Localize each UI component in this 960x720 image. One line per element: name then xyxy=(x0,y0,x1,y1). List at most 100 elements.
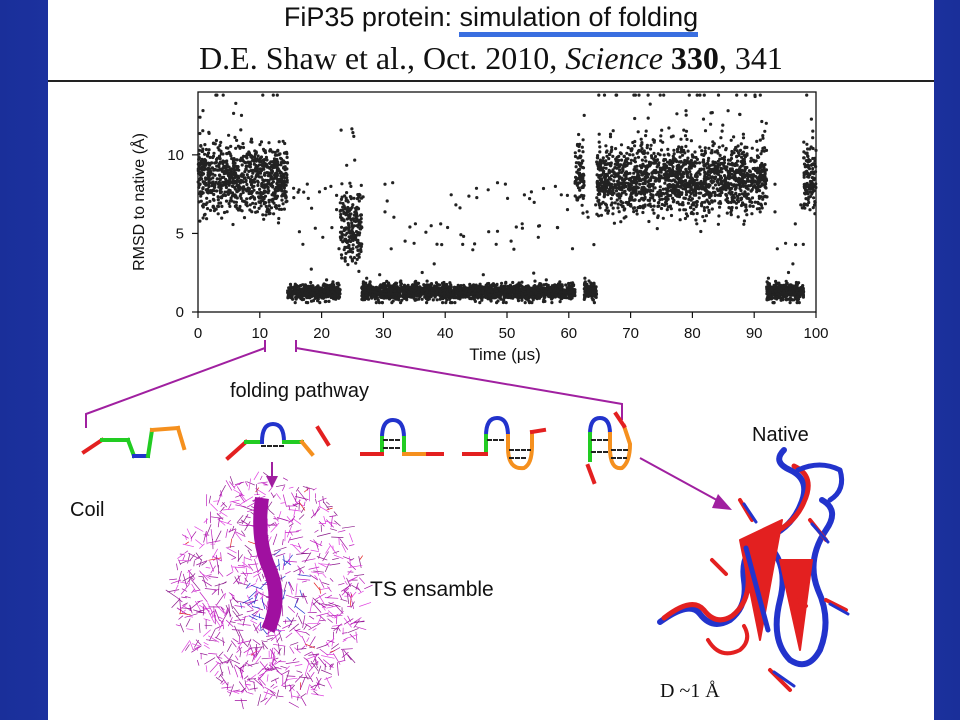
data-point xyxy=(256,180,260,184)
data-point xyxy=(609,197,613,201)
data-point xyxy=(307,295,311,300)
data-point xyxy=(291,297,295,301)
data-point xyxy=(263,178,268,182)
data-point xyxy=(349,184,353,188)
data-point xyxy=(281,192,285,196)
data-point xyxy=(393,289,397,293)
data-point xyxy=(577,176,581,180)
data-point xyxy=(262,158,266,162)
citation: D.E. Shaw et al., Oct. 2010, Science 330… xyxy=(48,40,934,77)
data-point xyxy=(488,293,492,297)
data-point xyxy=(225,151,229,156)
data-point xyxy=(577,161,581,165)
data-point xyxy=(218,157,222,161)
data-point xyxy=(226,192,230,196)
data-point xyxy=(617,154,621,158)
data-point xyxy=(737,153,741,157)
data-point xyxy=(252,205,257,209)
data-point xyxy=(568,294,572,298)
data-point xyxy=(197,185,201,189)
data-point xyxy=(741,136,746,140)
data-point xyxy=(250,210,254,214)
data-point xyxy=(270,177,274,181)
data-point xyxy=(262,202,266,206)
data-point xyxy=(244,167,248,171)
data-point xyxy=(220,216,224,220)
data-point xyxy=(251,180,255,184)
data-point xyxy=(343,228,347,232)
data-point xyxy=(560,294,564,298)
data-point xyxy=(202,159,206,163)
data-point xyxy=(609,203,613,207)
data-point xyxy=(282,207,286,211)
data-point xyxy=(210,161,214,165)
data-point xyxy=(467,194,471,198)
data-point xyxy=(750,212,754,216)
data-point xyxy=(564,283,568,287)
data-point xyxy=(342,211,346,215)
data-point xyxy=(536,288,541,292)
data-point xyxy=(357,244,362,248)
data-point xyxy=(713,183,718,187)
data-point xyxy=(655,227,659,231)
data-point xyxy=(508,283,512,287)
data-point xyxy=(339,253,344,257)
data-point xyxy=(216,212,220,216)
data-point xyxy=(679,137,683,141)
data-point xyxy=(309,267,313,271)
data-point xyxy=(221,183,225,187)
data-point xyxy=(376,291,380,295)
data-point xyxy=(264,155,268,159)
data-point xyxy=(656,215,660,220)
data-point xyxy=(207,174,211,178)
data-point xyxy=(581,211,585,215)
data-point xyxy=(417,297,421,301)
data-point xyxy=(352,134,356,138)
data-point xyxy=(272,201,276,205)
data-point xyxy=(258,200,263,205)
data-point xyxy=(601,156,605,160)
data-point xyxy=(736,215,740,219)
data-point xyxy=(325,278,329,282)
data-point xyxy=(344,196,348,200)
data-point xyxy=(356,207,361,211)
data-point xyxy=(249,183,254,187)
data-point xyxy=(734,206,739,210)
data-point xyxy=(512,290,516,294)
data-point xyxy=(593,286,597,290)
data-point xyxy=(222,210,227,215)
data-point xyxy=(255,164,259,168)
data-point xyxy=(302,190,306,194)
data-point xyxy=(414,279,418,283)
data-point xyxy=(424,291,428,296)
data-point xyxy=(197,148,201,152)
data-point xyxy=(319,292,324,296)
data-point xyxy=(383,182,387,186)
data-point xyxy=(247,189,251,193)
data-point xyxy=(519,284,524,288)
data-point xyxy=(385,199,389,203)
data-point xyxy=(227,189,231,194)
data-point xyxy=(357,231,361,235)
data-point xyxy=(198,115,202,119)
data-point xyxy=(360,285,364,289)
data-point xyxy=(440,243,444,247)
data-point xyxy=(397,293,401,297)
data-point xyxy=(273,150,277,154)
data-point xyxy=(424,230,428,234)
data-point xyxy=(219,149,223,153)
data-point xyxy=(350,235,354,239)
data-point xyxy=(347,215,351,219)
data-point xyxy=(439,296,443,300)
data-point xyxy=(216,204,220,208)
data-point xyxy=(665,208,669,212)
data-point xyxy=(218,178,222,182)
data-point xyxy=(511,280,515,285)
data-point xyxy=(338,201,342,205)
data-point xyxy=(357,252,361,256)
data-point xyxy=(301,242,305,246)
data-point xyxy=(615,93,619,97)
data-point xyxy=(248,165,252,169)
data-point xyxy=(207,130,211,134)
data-point xyxy=(200,149,204,154)
